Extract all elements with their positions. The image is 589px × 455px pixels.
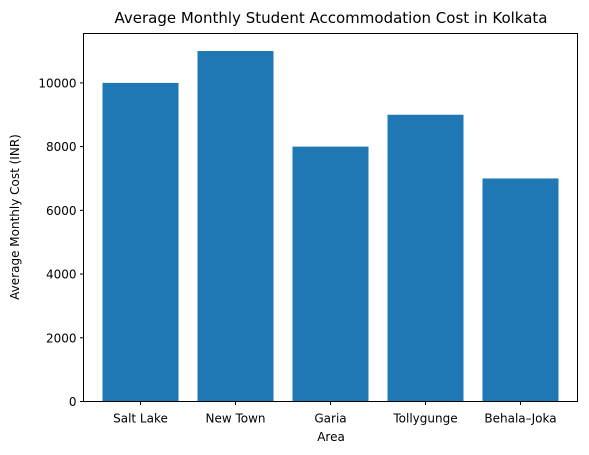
y-axis-ticks: 0 2000 4000 6000 8000 10000	[38, 76, 84, 409]
x-tick-label: Tollygunge	[392, 412, 457, 426]
bars-group	[102, 51, 559, 402]
y-tick-label: 2000	[46, 331, 77, 345]
y-tick-label: 8000	[46, 140, 77, 154]
y-tick-label: 4000	[46, 268, 77, 282]
y-tick-label: 6000	[46, 204, 77, 218]
x-tick-label: Garia	[314, 412, 346, 426]
y-tick-label: 0	[69, 395, 77, 409]
x-axis-ticks: Salt Lake New Town Garia Tollygunge Behala–J…	[113, 401, 557, 426]
bar-garia	[292, 146, 369, 402]
x-axis-label: Area	[317, 430, 345, 444]
bar-new-town	[197, 51, 274, 402]
x-tick-label: Behala–Joka	[484, 412, 556, 426]
y-tick-label: 10000	[38, 76, 76, 90]
chart-title: Average Monthly Student Accommodation Co…	[115, 9, 548, 27]
bar-behala-joka	[482, 178, 559, 402]
bar-tollygunge	[387, 114, 464, 402]
x-tick-label: Salt Lake	[113, 412, 168, 426]
x-tick-label: New Town	[205, 412, 265, 426]
y-axis-label: Average Monthly Cost (INR)	[8, 134, 22, 300]
bar-salt-lake	[102, 82, 179, 402]
